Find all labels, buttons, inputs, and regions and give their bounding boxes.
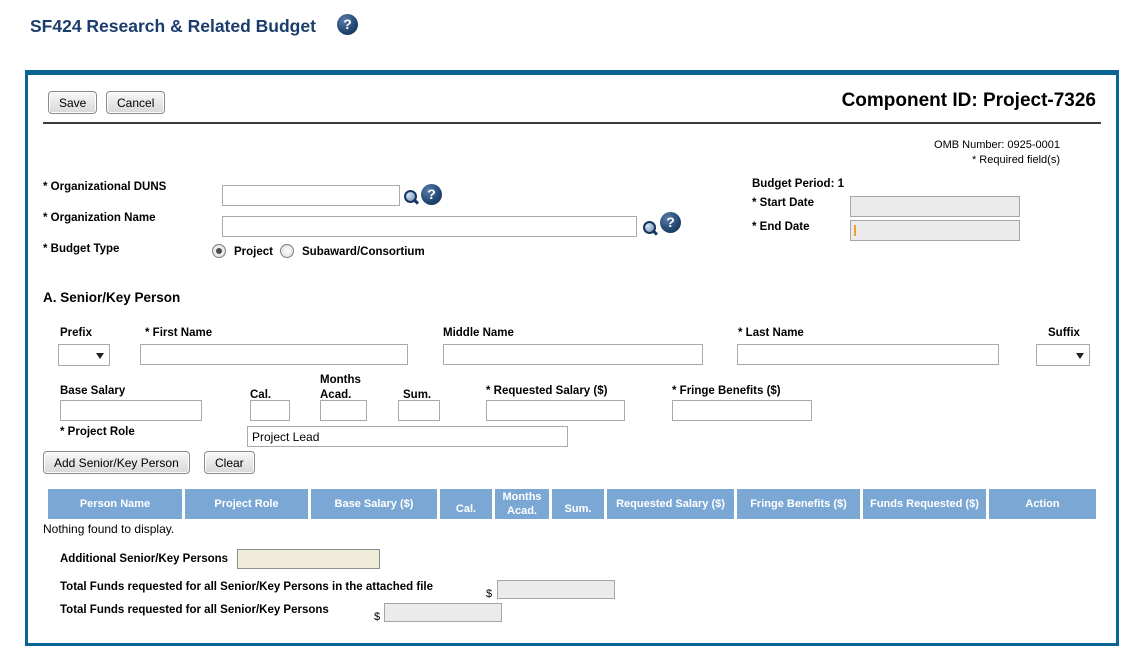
requested-salary-label: * Requested Salary ($) (486, 385, 608, 397)
end-date-input (850, 220, 1020, 241)
prefix-label: Prefix (60, 327, 92, 339)
omb-block: OMB Number: 0925-0001 * Required field(s… (934, 138, 1060, 168)
chevron-down-icon (96, 353, 104, 359)
start-date-input (850, 196, 1020, 217)
clear-button[interactable]: Clear (204, 451, 255, 474)
component-id: Component ID: Project-7326 (841, 90, 1096, 111)
grand-total-currency: $ (374, 611, 381, 623)
col-person-name: Person Name (48, 489, 182, 519)
budget-type-label: * Budget Type (43, 243, 120, 255)
chevron-down-icon (1076, 353, 1084, 359)
sum-label: Sum. (403, 389, 432, 401)
omb-number: OMB Number: 0925-0001 (934, 139, 1060, 151)
section-a-heading: A. Senior/Key Person (43, 290, 181, 305)
requested-salary-input[interactable] (486, 400, 625, 421)
org-duns-input[interactable] (222, 185, 400, 206)
project-role-label: * Project Role (60, 426, 135, 438)
project-role-input[interactable] (247, 426, 568, 447)
duns-search-icon[interactable] (404, 190, 419, 205)
radio-subaward[interactable] (280, 244, 294, 258)
prefix-select[interactable] (58, 344, 110, 366)
radio-project[interactable] (212, 244, 226, 258)
duns-help-icon[interactable]: ? (421, 184, 442, 205)
fringe-benefits-input[interactable] (672, 400, 812, 421)
fringe-benefits-label: * Fringe Benefits ($) (672, 385, 781, 397)
col-funds-requested: Funds Requested ($) (863, 489, 986, 519)
months-acad-input[interactable] (320, 400, 367, 421)
additional-persons-label: Additional Senior/Key Persons (60, 553, 229, 565)
org-duns-label: * Organizational DUNS (43, 181, 167, 193)
sum-input[interactable] (398, 400, 440, 421)
org-name-search-icon[interactable] (643, 221, 658, 236)
attached-total-currency: $ (486, 588, 493, 600)
col-sum: Sum. (552, 489, 604, 519)
col-base-salary: Base Salary ($) (311, 489, 437, 519)
add-senior-key-person-button[interactable]: Add Senior/Key Person (43, 451, 190, 474)
base-salary-input[interactable] (60, 400, 202, 421)
page-help-icon[interactable]: ? (337, 14, 358, 35)
budget-period-label: Budget Period: 1 (752, 178, 845, 190)
additional-persons-input[interactable] (237, 549, 380, 569)
last-name-label: * Last Name (738, 327, 804, 339)
cal-input[interactable] (250, 400, 290, 421)
last-name-input[interactable] (737, 344, 999, 365)
cancel-button[interactable]: Cancel (106, 91, 166, 114)
col-project-role: Project Role (185, 489, 308, 519)
attached-total-label: Total Funds requested for all Senior/Key… (60, 581, 433, 593)
col-requested-salary: Requested Salary ($) (607, 489, 734, 519)
attached-total-input (497, 580, 615, 599)
empty-table-message: Nothing found to display. (43, 522, 175, 536)
col-action: Action (989, 489, 1096, 519)
middle-name-label: Middle Name (443, 327, 514, 339)
grand-total-label: Total Funds requested for all Senior/Key… (60, 604, 329, 616)
radio-subaward-label: Subaward/Consortium (302, 246, 425, 258)
grand-total-input (384, 603, 502, 622)
end-date-label: * End Date (752, 221, 810, 233)
page-title: SF424 Research & Related Budget (30, 16, 316, 36)
required-note: * Required field(s) (971, 154, 1060, 166)
base-salary-label: Base Salary (60, 385, 126, 397)
org-name-help-icon[interactable]: ? (660, 212, 681, 233)
radio-project-label: Project (234, 246, 273, 258)
col-fringe-benefits: Fringe Benefits ($) (737, 489, 860, 519)
months-label: Months (320, 374, 361, 386)
col-cal: Cal. (440, 489, 492, 519)
save-button[interactable]: Save (48, 91, 98, 114)
col-months-acad: Months Acad. (495, 489, 549, 519)
start-date-label: * Start Date (752, 197, 814, 209)
org-name-label: * Organization Name (43, 212, 156, 224)
suffix-label: Suffix (1048, 327, 1080, 339)
acad-label: Acad. (320, 389, 352, 401)
cal-label: Cal. (250, 389, 272, 401)
header-divider (43, 122, 1101, 124)
end-date-caret (854, 225, 856, 236)
middle-name-input[interactable] (443, 344, 703, 365)
suffix-select[interactable] (1036, 344, 1090, 366)
first-name-input[interactable] (140, 344, 408, 365)
results-table-header: Person Name Project Role Base Salary ($)… (48, 489, 1096, 519)
first-name-label: * First Name (145, 327, 213, 339)
org-name-input[interactable] (222, 216, 637, 237)
